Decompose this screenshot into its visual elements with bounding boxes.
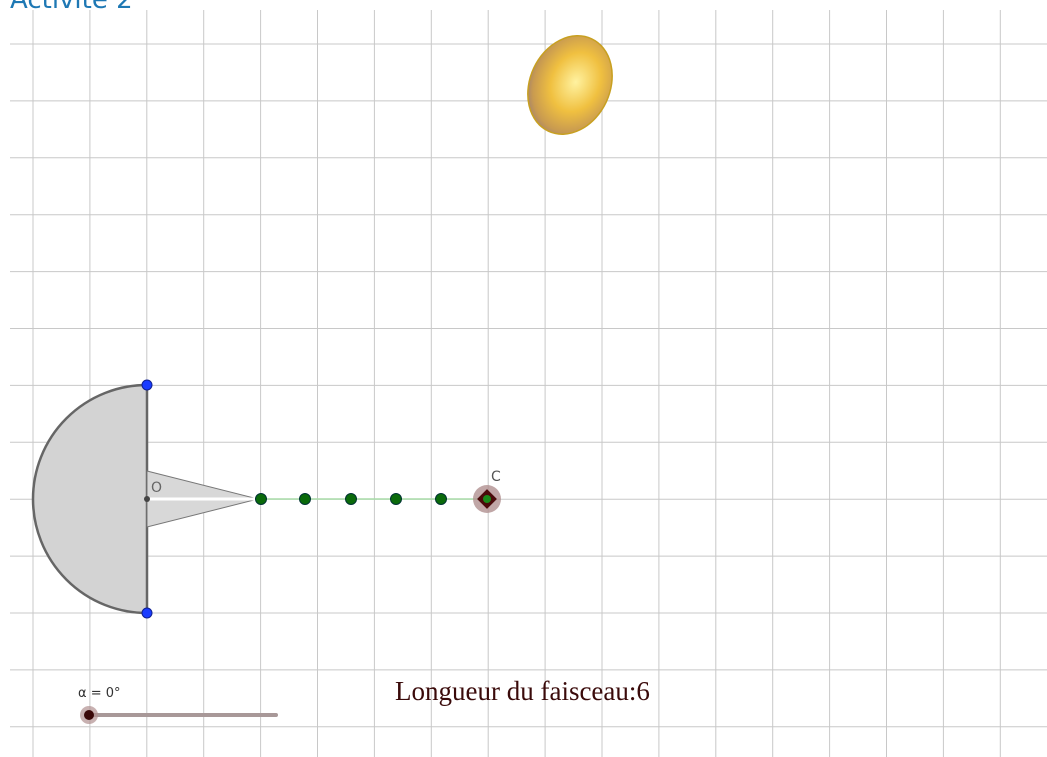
point-o[interactable] [144,496,150,502]
beam-dot [256,494,267,505]
beam-dot [346,494,357,505]
grid [10,10,1047,757]
coin-image [512,22,628,148]
geogebra-canvas: Activité 2 O C Longueur du faisceau:6 α … [0,0,1047,757]
beam-length-text: Longueur du faisceau:6 [395,676,650,706]
page-title: Activité 2 [10,0,133,15]
beam-dot [436,494,447,505]
beam-dot [391,494,402,505]
point-c[interactable] [483,495,491,503]
point-top[interactable] [142,380,152,390]
point-o-label: O [151,480,162,496]
beam-dot [300,494,311,505]
slider-knob[interactable] [84,710,94,720]
point-c-label: C [491,469,501,485]
half-disc [33,385,147,613]
point-bottom[interactable] [142,608,152,618]
slider-label: α = 0° [78,686,121,701]
